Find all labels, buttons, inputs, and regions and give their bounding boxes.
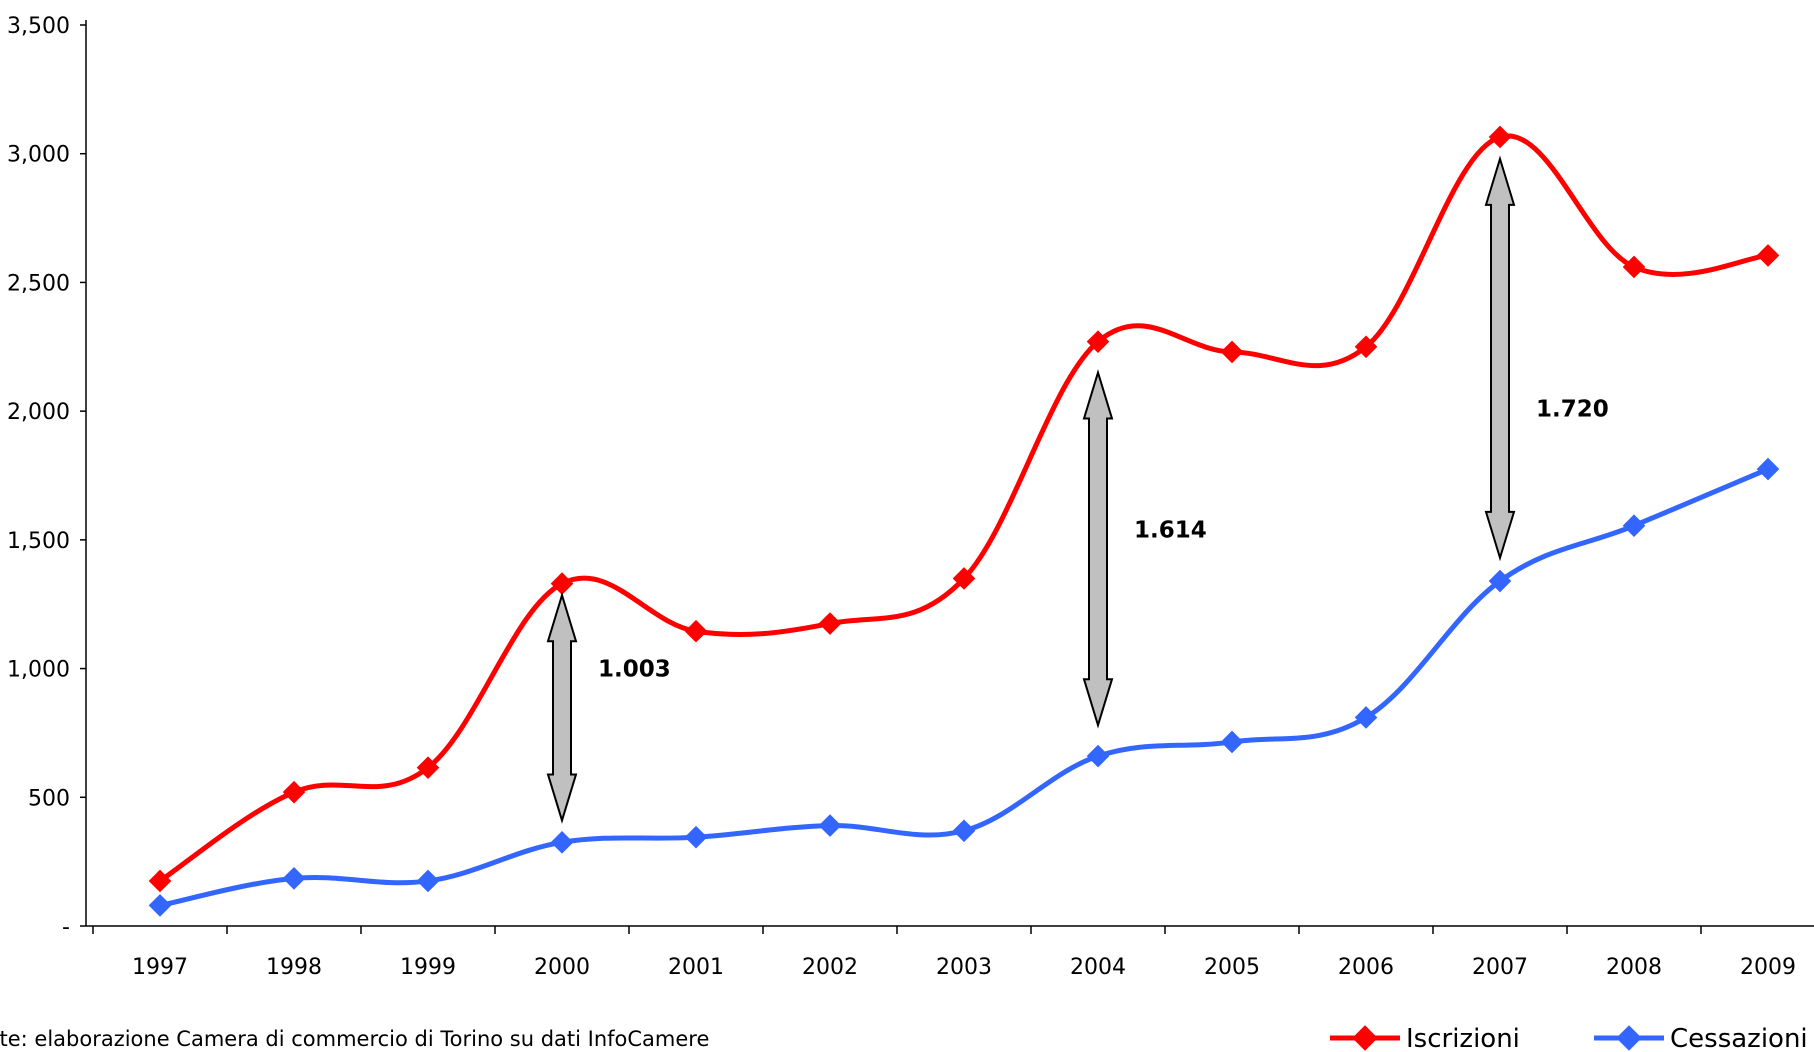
y-tick-label: - [62,915,70,940]
data-point-cessazioni [1488,569,1512,593]
x-tick-label: 2008 [1606,955,1662,980]
data-point-iscrizioni [684,619,708,643]
legend-marker-iscrizioni [1352,1025,1378,1051]
legend-label-cessazioni: Cessazioni [1670,1024,1808,1052]
x-tick-label: 2000 [534,955,590,980]
data-point-cessazioni [1086,744,1110,768]
data-point-iscrizioni [1488,125,1512,149]
y-tick-label: 500 [28,786,70,811]
data-point-iscrizioni [1354,335,1378,359]
data-point-iscrizioni [550,572,574,595]
x-tick-label: 2007 [1472,955,1528,980]
data-point-iscrizioni [952,567,976,590]
difference-label: 1.003 [598,657,671,683]
data-point-cessazioni [416,869,440,893]
data-point-cessazioni [148,894,172,917]
x-tick-label: 2002 [802,955,858,980]
data-point-cessazioni [550,831,574,854]
series-layer [148,125,1780,917]
source-note: Fonte: elaborazione Camera di commercio … [0,1027,709,1051]
data-point-iscrizioni [818,612,842,635]
x-tick-label: 2009 [1740,955,1796,980]
y-axis-ticks: - 500 1,000 1,500 2,000 2,500 3,000 3,500 [7,14,86,940]
legend-marker-cessazioni [1616,1025,1642,1051]
y-tick-label: 3,500 [7,14,70,39]
data-point-cessazioni [1622,514,1646,538]
data-point-cessazioni [684,825,708,849]
data-point-cessazioni [952,819,976,843]
x-tick-label: 2001 [668,955,724,980]
x-tick-label: 1997 [132,955,188,980]
data-point-iscrizioni [1220,340,1244,364]
data-point-cessazioni [1354,706,1378,729]
data-point-iscrizioni [282,780,306,804]
annotation-layer: 1.003 1.614 1.720 [546,155,1609,824]
difference-arrow [1082,369,1114,729]
data-point-cessazioni [1220,730,1244,754]
legend: Iscrizioni Cessazioni [1330,1024,1808,1052]
data-point-iscrizioni [1086,330,1110,353]
y-tick-label: 2,000 [7,400,70,425]
x-tick-label: 2006 [1338,955,1394,980]
x-axis-ticks: 1997 1998 1999 2000 2001 2002 2003 2004 2005 2006… [92,926,1796,980]
series-line-iscrizioni [158,133,1769,884]
x-tick-label: 1998 [266,955,322,980]
difference-arrow [1484,155,1516,562]
difference-arrow [546,591,578,824]
y-tick-label: 3,000 [7,143,70,168]
data-point-cessazioni [818,814,842,837]
difference-label: 1.720 [1536,397,1609,423]
data-point-iscrizioni [1756,244,1780,267]
y-tick-label: 1,000 [7,658,70,683]
x-tick-label: 2004 [1070,955,1126,980]
x-tick-label: 1999 [400,955,456,980]
data-point-cessazioni [1756,457,1780,481]
difference-label: 1.614 [1134,518,1207,544]
legend-label-iscrizioni: Iscrizioni [1406,1024,1520,1052]
y-tick-label: 1,500 [7,529,70,554]
x-tick-label: 2003 [936,955,992,980]
data-point-cessazioni [282,867,306,890]
data-point-iscrizioni [416,756,440,779]
data-point-iscrizioni [1622,255,1646,279]
x-tick-label: 2005 [1204,955,1260,980]
y-tick-label: 2,500 [7,271,70,296]
